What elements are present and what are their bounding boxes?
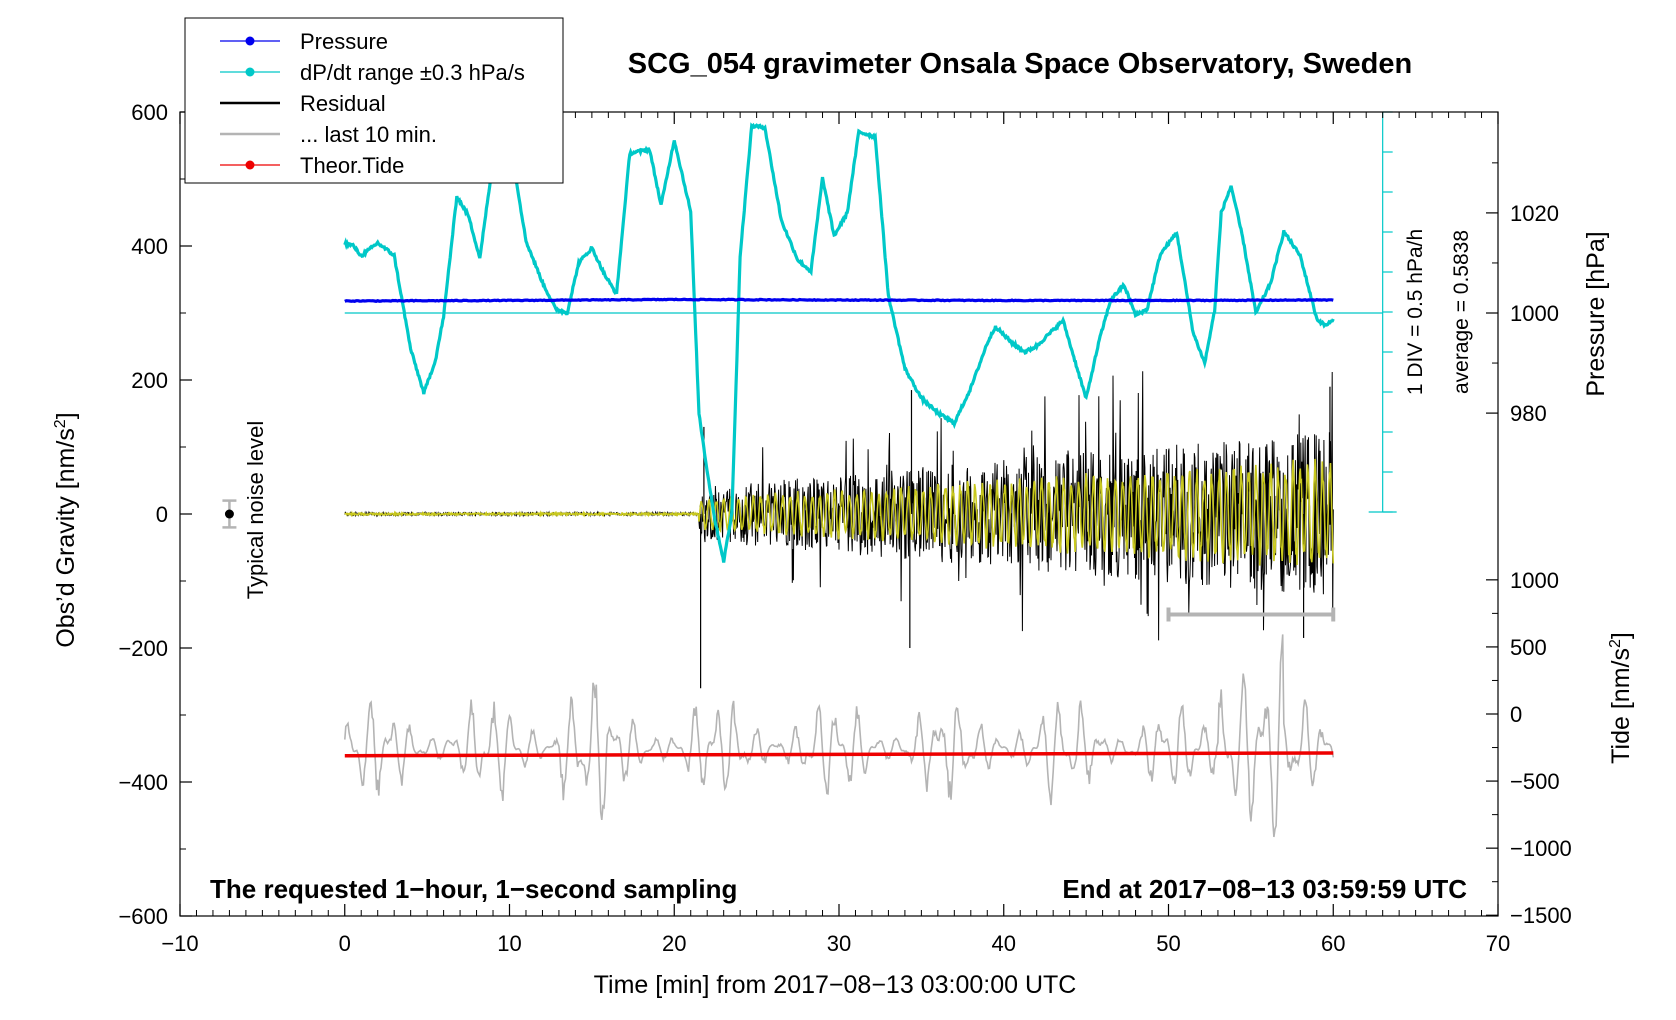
- tide-axis-label-text: Tide [nm/s: [1607, 648, 1635, 764]
- pressure-trace: [344, 297, 1334, 303]
- tide-axis-label-sup: 2: [1607, 639, 1624, 648]
- tide-tick-label: 500: [1510, 635, 1547, 660]
- x-tick-label: 20: [662, 931, 686, 956]
- y-axis-label-left-text: Obs’d Gravity [nm/s: [52, 428, 80, 648]
- y-tick-label: −600: [118, 904, 168, 929]
- residual-trace: [344, 371, 1334, 641]
- y-tick-label: 400: [131, 234, 168, 259]
- y-tick-label: 200: [131, 368, 168, 393]
- noise-level-dot: [224, 509, 234, 519]
- pressure-axis-label: Pressure [hPa]: [1582, 231, 1610, 396]
- chart-title: SCG_054 gravimeter Onsala Space Observat…: [628, 48, 1412, 80]
- tide-tick-label: −500: [1510, 769, 1560, 794]
- last-10-min-trace: [344, 634, 1335, 838]
- y-tick-label: 600: [131, 100, 168, 125]
- y-axis-label-left-sup: 2: [52, 419, 69, 428]
- legend-marker: [245, 36, 255, 46]
- tide-axis-label-close: ]: [1607, 632, 1635, 639]
- legend-marker: [245, 160, 255, 170]
- pressure-scale-label: 1 DIV = 0.5 hPa/h: [1404, 229, 1427, 395]
- x-tick-label: 10: [497, 931, 521, 956]
- noise-level-label: Typical noise level: [243, 421, 268, 600]
- y-axis-label-left-close: ]: [52, 412, 80, 419]
- pressure-tick-label: 980: [1510, 401, 1547, 426]
- legend-label: Residual: [300, 91, 386, 116]
- y-tick-label: −400: [118, 770, 168, 795]
- tide-axis-label: Tide [nm/s2]: [1607, 632, 1635, 764]
- x-tick-label: 40: [992, 931, 1016, 956]
- x-axis-label: Time [min] from 2017−08−13 03:00:00 UTC: [594, 971, 1077, 999]
- traces-layer: [222, 111, 1397, 838]
- y-tick-label: 0: [156, 502, 168, 527]
- tide-tick-label: 1000: [1510, 568, 1559, 593]
- tide-tick-label: −1000: [1510, 836, 1572, 861]
- residual-yellow-trace: [344, 458, 1335, 566]
- footer-right-note: End at 2017−08−13 03:59:59 UTC: [1062, 874, 1467, 904]
- legend-label: Theor.Tide: [300, 153, 404, 178]
- legend: Pressure dP/dt range ±0.3 hPa/s Residual..…: [184, 17, 564, 184]
- x-tick-label: −10: [161, 931, 198, 956]
- pressure-average-label: average = 0.5838: [1450, 230, 1473, 394]
- x-tick-label: 70: [1486, 931, 1510, 956]
- legend-label: dP/dt range ±0.3 hPa/s: [300, 60, 525, 85]
- x-tick-label: 30: [827, 931, 851, 956]
- pressure-tick-label: 1000: [1510, 301, 1559, 326]
- axes-layer: −10 0 10 20 30 40 50 60 706004002000−200−400−600…: [118, 100, 1571, 956]
- x-tick-label: 60: [1321, 931, 1345, 956]
- legend-box: [184, 17, 564, 184]
- footer-left-note: The requested 1−hour, 1−second sampling: [210, 874, 737, 904]
- tide-tick-label: −1500: [1510, 903, 1572, 928]
- pressure-tick-label: 1020: [1510, 201, 1559, 226]
- y-axis-label-left: Obs’d Gravity [nm/s2]: [52, 412, 80, 647]
- legend-label: Pressure: [300, 29, 388, 54]
- x-tick-label: 50: [1156, 931, 1180, 956]
- tide-tick-label: 0: [1510, 702, 1522, 727]
- y-tick-label: −200: [118, 636, 168, 661]
- legend-label: ... last 10 min.: [300, 122, 437, 147]
- legend-marker: [245, 67, 255, 77]
- x-tick-label: 0: [339, 931, 351, 956]
- theor-tide-trace: [344, 751, 1334, 758]
